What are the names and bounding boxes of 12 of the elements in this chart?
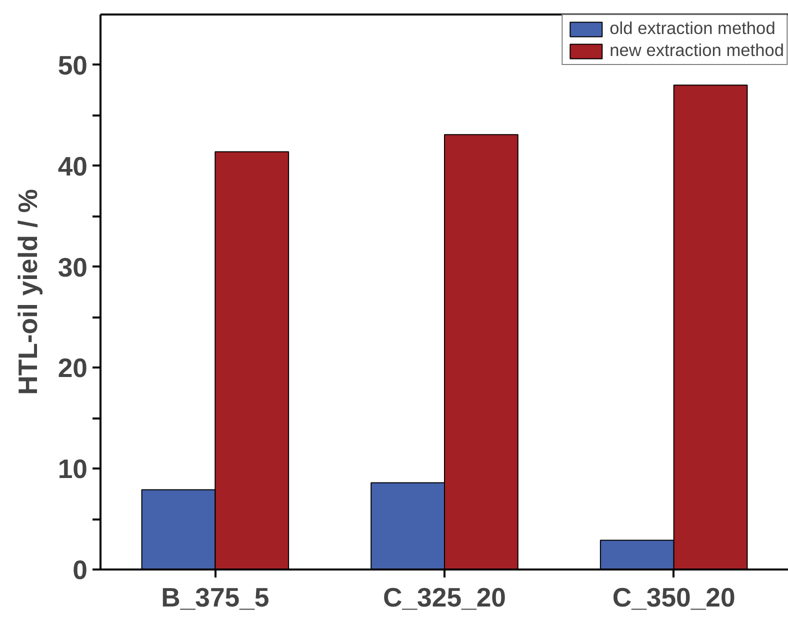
- y-tick-label: 20: [58, 353, 88, 384]
- legend-label: old extraction method: [610, 18, 776, 39]
- x-tick-label: B_375_5: [161, 582, 270, 612]
- y-tick-label: 30: [58, 252, 88, 282]
- y-tick-label: 10: [58, 454, 88, 484]
- y-tick-label: 40: [58, 151, 88, 182]
- legend-label: new extraction method: [610, 40, 784, 61]
- y-axis-title: HTL-oil yield / %: [12, 189, 43, 395]
- y-tick-label: 0: [72, 555, 88, 585]
- y-tick-label: 50: [58, 50, 88, 80]
- x-tick-label: C_350_20: [612, 582, 736, 612]
- x-tick-label: C_325_20: [382, 582, 506, 612]
